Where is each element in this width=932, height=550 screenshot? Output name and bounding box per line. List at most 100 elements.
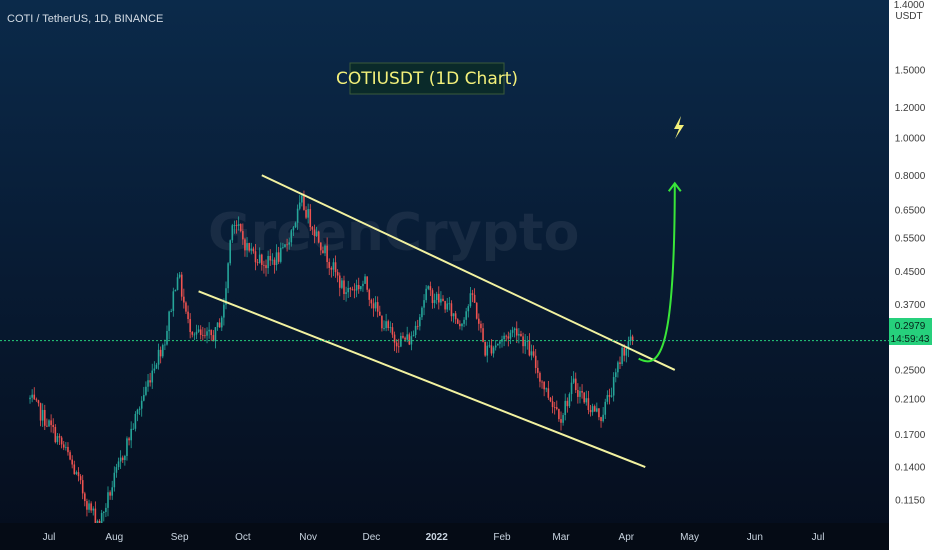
candle-body — [539, 372, 541, 382]
candle-body — [286, 244, 288, 246]
time-tick-label: Nov — [299, 532, 317, 543]
candle-body — [400, 335, 402, 347]
candle-body — [180, 274, 183, 297]
candle-body — [320, 242, 322, 251]
candle-body — [225, 288, 227, 305]
price-tick-label: 1.0000 — [895, 133, 926, 144]
candle-body — [43, 409, 46, 426]
candle-body — [368, 289, 371, 300]
candle-body — [351, 289, 354, 291]
candle-body — [132, 428, 135, 430]
candle-body — [105, 507, 107, 512]
candle-body — [349, 288, 352, 290]
candle-body — [183, 296, 185, 303]
price-axis-header-top: 1.4000 — [894, 0, 925, 11]
time-tick-label: Jul — [43, 532, 56, 543]
projection-arrowhead — [667, 181, 682, 192]
candle-body — [378, 311, 381, 316]
candle-body — [543, 381, 545, 390]
lower-trendline[interactable] — [198, 290, 646, 468]
candle-body — [134, 413, 137, 429]
candle-body — [376, 302, 379, 312]
chart-title-box — [349, 62, 505, 95]
candle-body — [404, 337, 406, 340]
candle-body — [231, 225, 234, 241]
candle-body — [435, 293, 438, 300]
candle-body — [475, 302, 478, 319]
candle-body — [77, 472, 80, 477]
time-tick-label: Feb — [493, 532, 511, 543]
candle-body — [206, 331, 208, 336]
candle-body — [600, 417, 602, 422]
candle-body — [193, 334, 196, 336]
candle-body — [469, 293, 472, 307]
candle-body — [572, 378, 575, 383]
candle-body — [547, 388, 550, 398]
candle-body — [161, 345, 164, 357]
candle-body — [389, 327, 392, 329]
candle-body — [124, 455, 126, 461]
candle-body — [39, 403, 42, 421]
candle-body — [541, 381, 543, 383]
candle-body — [244, 239, 246, 251]
candle-body — [467, 306, 470, 312]
candle-body — [197, 329, 200, 332]
price-tick-label: 0.3700 — [895, 300, 926, 311]
candle-body — [155, 364, 158, 369]
candle-body — [437, 293, 440, 303]
candle-body — [499, 341, 501, 344]
candle-body — [617, 362, 619, 373]
candle-body — [94, 508, 97, 524]
candle-body — [73, 464, 76, 475]
candle-body — [621, 347, 623, 364]
candle-body — [425, 288, 427, 301]
candle-body — [494, 345, 497, 348]
candle-body — [115, 467, 118, 473]
projection-arrow — [638, 183, 676, 363]
time-axis[interactable]: Jul Aug Sep Oct Nov Dec 2022 Feb Mar Apr May Jun Jul — [0, 523, 889, 550]
candle-body — [381, 315, 383, 329]
candle-body — [172, 291, 175, 311]
candle-body — [577, 390, 579, 397]
candle-body — [252, 248, 255, 252]
candle-body — [463, 319, 465, 324]
candle-body — [328, 262, 331, 268]
candle-body — [322, 250, 324, 254]
candle-body — [233, 225, 236, 226]
candle-body — [505, 335, 508, 337]
price-tick-label: 0.1400 — [895, 463, 926, 474]
candle-body — [583, 392, 585, 403]
candle-body — [431, 290, 434, 304]
candle-body — [102, 511, 105, 513]
candle-body — [109, 492, 111, 496]
price-tick-label: 0.1150 — [895, 495, 925, 506]
candle-body — [273, 259, 276, 266]
candle-body — [591, 406, 594, 413]
candle-body — [629, 336, 632, 342]
candle-body — [433, 299, 436, 304]
candle-body — [385, 321, 387, 329]
upper-trendline[interactable] — [261, 174, 676, 371]
candle-body — [235, 225, 238, 226]
candle-body — [79, 476, 82, 481]
candle-body — [343, 280, 345, 295]
candle-body — [88, 503, 90, 510]
candle-body — [429, 286, 432, 291]
candle-body — [619, 362, 621, 364]
candle-body — [48, 420, 50, 427]
candle-body — [370, 299, 373, 304]
price-axis[interactable]: 1.4000 USDT 1.5000 1.2000 1.0000 0.8000 0.65… — [889, 0, 932, 550]
candle-body — [391, 327, 394, 335]
price-tick-label: 0.6500 — [895, 206, 926, 217]
candle-body — [587, 398, 590, 411]
candle-body — [566, 400, 569, 407]
time-tick-label: Oct — [235, 532, 251, 543]
candle-body — [501, 339, 503, 342]
candle-body — [309, 209, 312, 228]
time-tick-label: Dec — [362, 532, 380, 543]
time-ticks: Jul Aug Sep Oct Nov Dec 2022 Feb Mar Apr May Jun Jul — [43, 532, 825, 543]
candle-body — [387, 321, 390, 329]
candle-body — [130, 428, 132, 441]
